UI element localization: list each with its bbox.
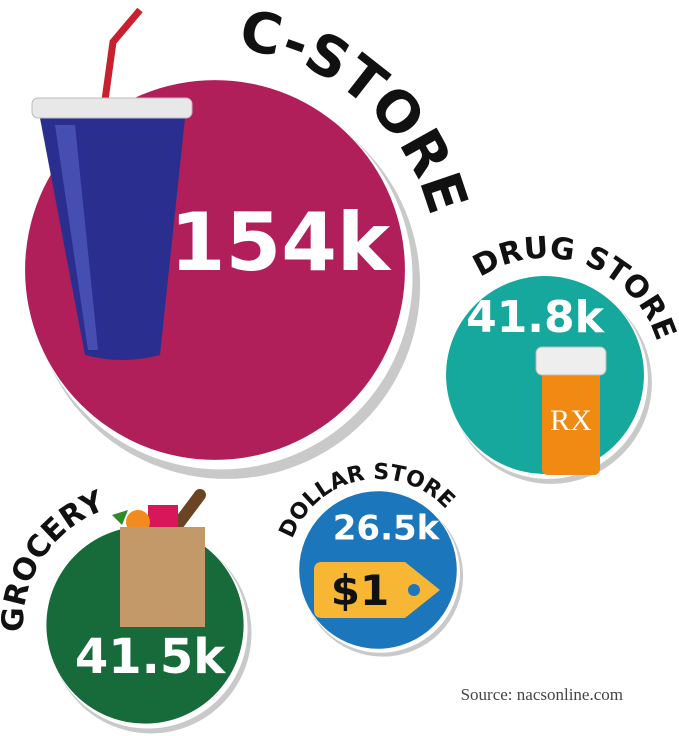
cup-shine <box>55 125 98 350</box>
price-tag <box>314 562 440 618</box>
straw <box>101 7 143 101</box>
bottle-cap <box>535 346 607 376</box>
bag <box>120 527 205 627</box>
value-label: 41.8k <box>466 292 606 343</box>
value-label: 154k <box>170 196 392 289</box>
tag-label: $1 <box>331 566 389 615</box>
rx-label: RX <box>550 404 592 437</box>
cup-lid <box>31 97 193 119</box>
bottle <box>542 370 600 475</box>
source: Source: nacsonline.com <box>461 685 623 704</box>
tag-hole <box>408 584 420 596</box>
value-label: 41.5k <box>75 629 226 685</box>
value-label: 26.5k <box>333 509 441 549</box>
leaf <box>112 510 128 525</box>
icons: RX $1 <box>31 7 607 627</box>
